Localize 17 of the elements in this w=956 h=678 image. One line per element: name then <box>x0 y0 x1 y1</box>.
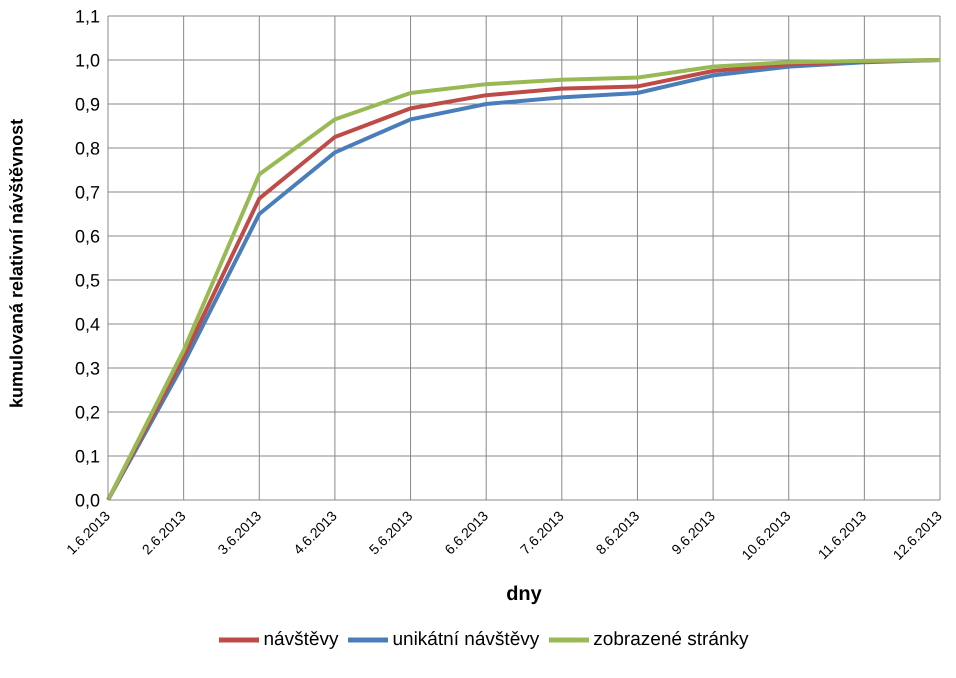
legend-label: zobrazené stránky <box>593 629 749 650</box>
y-tick-label: 0,9 <box>74 94 100 114</box>
y-tick-label: 0,2 <box>74 402 100 422</box>
y-tick-label: 0,1 <box>74 446 100 466</box>
y-axis-title: kumulovaná relativní návštěvnost <box>6 118 26 408</box>
y-tick-label: 0,8 <box>74 138 100 158</box>
y-tick-label: 1,0 <box>74 50 100 70</box>
y-tick-label: 0,4 <box>74 314 100 334</box>
x-axis-title: dny <box>506 583 543 605</box>
y-tick-label: 1,1 <box>74 6 100 26</box>
y-tick-label: 0,5 <box>74 270 100 290</box>
legend-label: návštěvy <box>263 629 338 650</box>
y-tick-label: 0,6 <box>74 226 100 246</box>
legend-label: unikátní návštěvy <box>392 629 540 650</box>
y-tick-label: 0,3 <box>74 358 100 378</box>
y-tick-label: 0,7 <box>74 182 100 202</box>
y-tick-label: 0,0 <box>74 490 100 510</box>
